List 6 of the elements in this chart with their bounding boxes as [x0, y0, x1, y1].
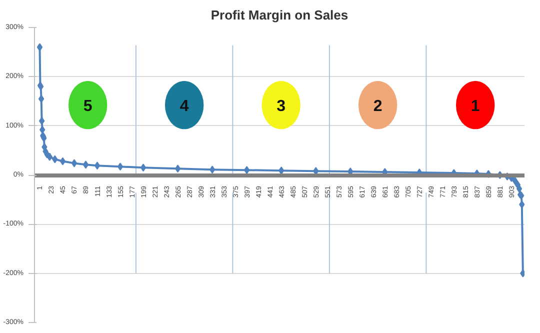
chart-title: Profit Margin on Sales — [210, 8, 348, 22]
annotation: 1 — [470, 98, 480, 116]
annotation: 3 — [276, 98, 286, 116]
annotation: 5 — [83, 98, 92, 116]
annotation: 4 — [180, 98, 189, 116]
annotation: 2 — [373, 98, 382, 116]
